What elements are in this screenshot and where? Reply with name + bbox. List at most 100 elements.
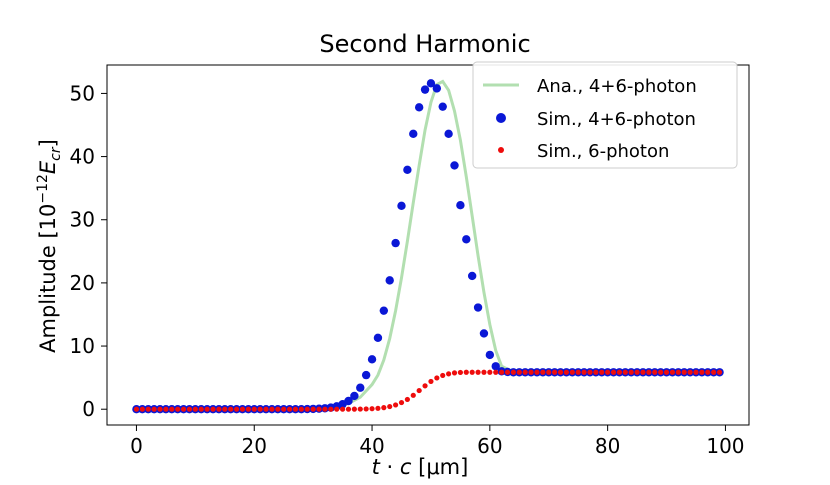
data-point-sim-6 [563,369,570,375]
y-axis-label-close: ] [36,139,60,147]
data-point-sim-6 [681,369,687,375]
data-point-sim-6 [463,369,469,375]
y-tick-label: 0 [82,397,95,421]
data-point-sim-6 [634,369,640,375]
data-point-sim-6 [145,406,151,412]
x-axis-label: t · c [μm] [372,455,469,479]
data-point-sim-6 [457,369,463,376]
data-point-sim-6 [339,406,346,412]
data-point-sim-46 [361,370,371,380]
legend-box [472,61,738,169]
legend-label-sim-6: Sim., 6-photon [537,141,669,162]
legend-label-ana: Ana., 4+6-photon [537,76,697,97]
data-point-sim-6 [616,369,623,375]
x-tick-label: 40 [359,434,384,458]
data-point-sim-46 [414,103,424,112]
data-point-sim-6 [451,370,458,376]
x-axis-label-dot: · [380,455,400,479]
data-point-sim-6 [139,406,145,412]
data-point-sim-6 [186,406,193,412]
data-point-sim-6 [475,369,481,375]
data-point-sim-46 [491,362,500,371]
data-point-sim-6 [275,406,281,412]
data-point-sim-46 [444,129,453,139]
data-point-sim-46 [462,235,471,244]
x-tick-label: 100 [706,434,744,458]
chart-title: Second Harmonic [319,30,530,58]
data-point-sim-46 [373,333,383,343]
data-point-sim-6 [281,406,287,412]
axes-frame [106,64,750,426]
data-point-sim-6 [422,383,428,389]
data-point-sim-6 [369,406,375,412]
data-point-sim-6 [216,406,222,412]
data-point-sim-6 [310,406,316,412]
data-point-sim-6 [581,369,587,375]
data-point-sim-6 [440,372,446,379]
data-point-sim-6 [540,369,546,375]
data-point-sim-6 [381,405,387,411]
y-axis-label-main: Amplitude [10 [36,204,60,353]
legend-label-sim-46: Sim., 4+6-photon [537,109,696,130]
y-axis-label-base: E [36,160,60,174]
data-point-sim-6 [699,369,705,375]
data-point-sim-6 [557,369,564,375]
data-point-sim-6 [233,406,240,412]
data-point-sim-6 [687,369,693,375]
data-point-sim-46 [473,303,483,312]
y-tick-label: 30 [70,208,95,232]
data-point-sim-6 [157,406,163,412]
x-axis-label-c: c [400,455,412,479]
x-axis-label-unit: [μm] [411,455,468,479]
data-point-sim-6 [499,369,505,375]
data-point-sim-6 [151,406,157,412]
data-point-sim-46 [467,271,477,281]
data-point-sim-6 [393,402,399,408]
data-point-sim-46 [432,84,442,93]
x-tick-label: 80 [595,434,620,458]
data-point-sim-6 [245,406,251,412]
data-point-sim-6 [404,396,410,403]
data-point-sim-46 [450,161,459,170]
data-point-sim-6 [663,369,670,375]
legend: Ana., 4+6-photon Sim., 4+6-photon Sim., … [472,61,738,169]
data-point-sim-6 [169,406,175,412]
data-point-sim-6 [516,369,522,375]
data-point-sim-6 [428,378,434,385]
data-point-sim-6 [334,406,340,412]
data-point-sim-46 [409,129,418,139]
y-tick-label: 10 [70,334,95,358]
x-tick-label: 0 [130,434,143,458]
data-point-sim-46 [367,355,377,364]
data-point-sim-6 [263,406,269,412]
data-point-sim-6 [705,369,711,375]
data-point-sim-6 [387,403,393,410]
data-point-sim-6 [493,369,499,375]
data-point-sim-6 [163,406,169,412]
data-point-sim-6 [357,406,363,412]
data-point-sim-6 [228,406,234,412]
data-point-sim-6 [292,406,299,412]
data-point-sim-6 [175,406,181,412]
data-point-sim-6 [304,406,310,412]
legend-marker-sim-6 [498,147,504,153]
data-point-sim-6 [693,369,699,375]
data-point-sim-6 [222,406,228,412]
data-point-sim-6 [180,406,187,412]
data-point-sim-6 [434,375,440,381]
data-point-sim-6 [652,369,658,375]
data-point-sim-46 [350,391,359,401]
data-point-sim-6 [716,369,723,375]
data-point-sim-6 [363,406,369,412]
data-point-sim-6 [298,406,304,412]
data-point-sim-6 [504,369,511,375]
y-axis-label-sub: cr [48,146,64,161]
data-point-sim-6 [640,369,646,375]
x-tick-label: 60 [477,434,502,458]
x-tick-label: 20 [242,434,267,458]
data-point-sim-6 [569,369,575,375]
data-point-sim-6 [269,406,275,412]
data-point-sim-46 [385,276,394,285]
data-point-sim-6 [446,371,452,377]
